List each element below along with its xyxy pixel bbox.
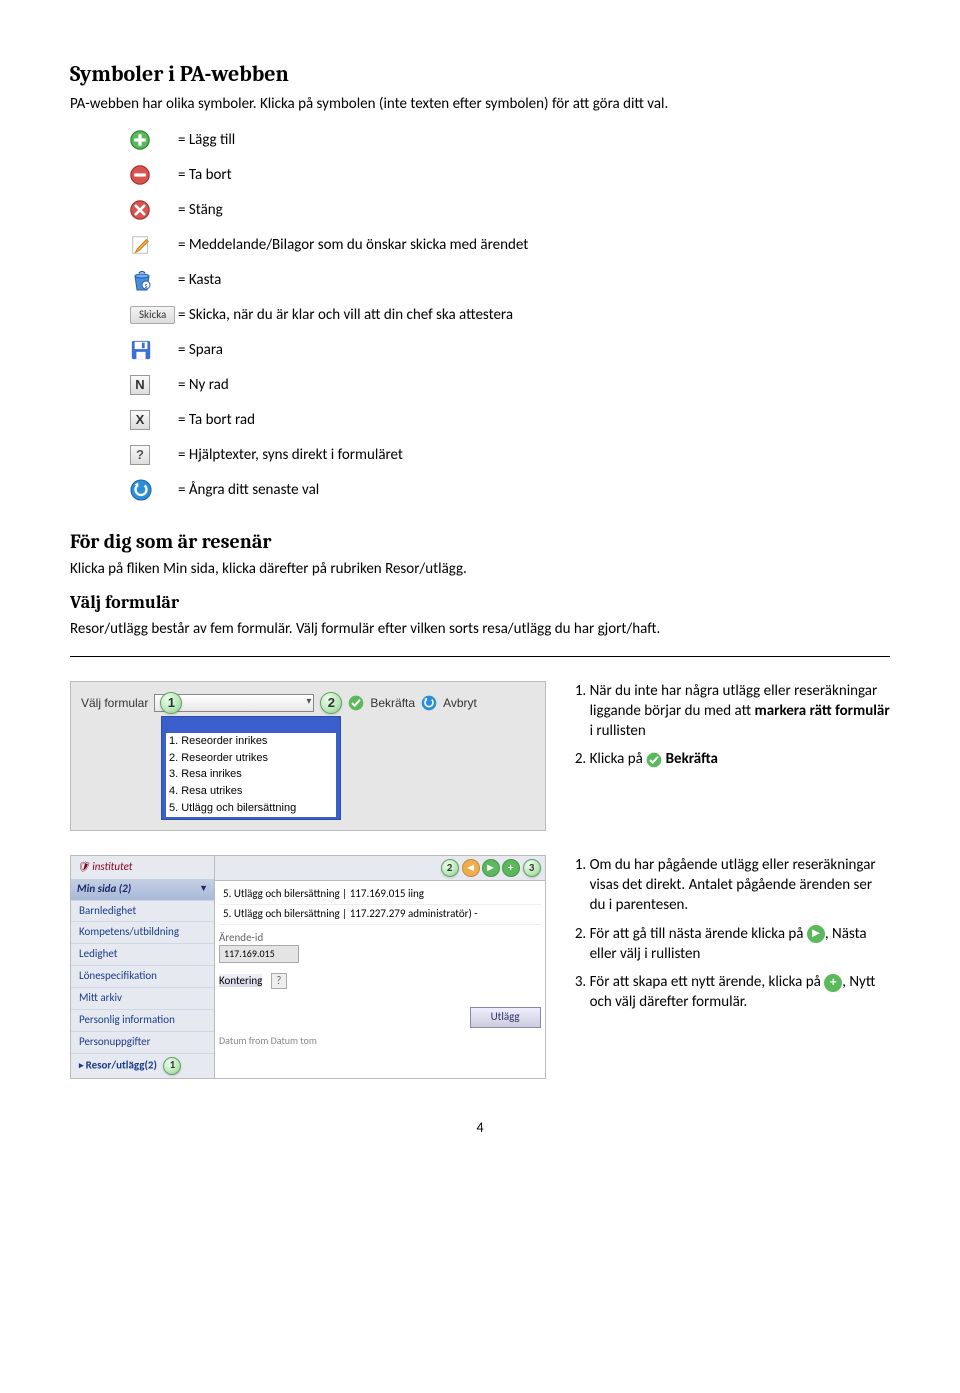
instructions-1: När du inte har några utlägg eller reser… bbox=[568, 681, 890, 770]
newrow-icon: N bbox=[130, 375, 178, 395]
instr-1-1: När du inte har några utlägg eller reser… bbox=[590, 681, 890, 742]
new-button[interactable]: + bbox=[502, 859, 520, 877]
delrow-label: = Ta bort rad bbox=[178, 410, 890, 430]
help-label: = Hjälptexter, syns direkt i formuläret bbox=[178, 445, 890, 465]
page-title: Symboler i PA-webben bbox=[70, 60, 890, 90]
trash-icon: S bbox=[130, 268, 178, 292]
trash-label: = Kasta bbox=[178, 270, 890, 290]
sidebar-item-barnledighet[interactable]: Barnledighet bbox=[71, 900, 214, 922]
arendeid-label: Ärende-id bbox=[219, 931, 289, 946]
next-icon-inline: ► bbox=[807, 925, 825, 943]
kontering-button[interactable]: Kontering bbox=[219, 974, 262, 987]
sidebar-item-kompetens[interactable]: Kompetens/utbildning bbox=[71, 921, 214, 943]
x-glyph: X bbox=[130, 410, 150, 430]
instructions-2: Om du har pågående utlägg eller reseräkn… bbox=[568, 855, 890, 1013]
callout-2: 2 bbox=[320, 692, 342, 714]
sidebar-item-lonespec[interactable]: Lönespecifikation bbox=[71, 965, 214, 987]
menu-item-4[interactable]: 4. Resa utrikes bbox=[166, 783, 336, 800]
instr-2-2: För att gå till nästa ärende klicka på ►… bbox=[590, 924, 890, 965]
undo-icon bbox=[130, 479, 178, 501]
close-label: = Stäng bbox=[178, 200, 890, 220]
check-icon bbox=[348, 695, 364, 711]
send-icon: Skicka bbox=[130, 306, 178, 325]
callout-s2-1: 1 bbox=[163, 1057, 181, 1075]
callout-s2-2: 2 bbox=[441, 859, 459, 877]
menu-item-blank[interactable] bbox=[166, 719, 336, 733]
menu-item-5[interactable]: 5. Utlägg och bilersättning bbox=[166, 800, 336, 817]
valj-formular-title: Välj formulär bbox=[70, 591, 890, 615]
screenshot-min-sida: 🛡 institutet Min sida (2)▼ Barnledighet … bbox=[70, 855, 546, 1079]
note-icon bbox=[130, 234, 178, 256]
datum-label: Datum from Datum tom bbox=[219, 1034, 541, 1048]
plus-icon bbox=[130, 130, 178, 150]
sidebar-item-personlig[interactable]: Personlig information bbox=[71, 1009, 214, 1031]
formular-menu[interactable]: 1. Reseorder inrikes 2. Reseorder utrike… bbox=[161, 716, 341, 820]
prev-button[interactable]: ◄ bbox=[462, 859, 480, 877]
save-icon bbox=[130, 339, 178, 361]
list-row-1[interactable]: 5. Utlägg och bilersättning | 117.169.01… bbox=[219, 885, 541, 905]
instr-1-2: Klicka på Bekräfta bbox=[590, 749, 890, 769]
menu-item-2[interactable]: 2. Reseorder utrikes bbox=[166, 750, 336, 767]
n-glyph: N bbox=[130, 375, 150, 395]
menu-item-3[interactable]: 3. Resa inrikes bbox=[166, 766, 336, 783]
section-resenar-title: För dig som är resenär bbox=[70, 528, 890, 555]
minus-label: = Ta bort bbox=[178, 165, 890, 185]
help-icon: ? bbox=[130, 445, 178, 465]
callout-s2-3: 3 bbox=[523, 859, 541, 877]
intro-text: PA-webben har olika symboler. Klicka på … bbox=[70, 94, 890, 114]
check-icon-inline bbox=[646, 752, 662, 768]
bekrafta-label[interactable]: Bekräfta bbox=[370, 695, 415, 711]
sidebar-item-mittarkiv[interactable]: Mitt arkiv bbox=[71, 987, 214, 1009]
help-button[interactable]: ? bbox=[271, 973, 287, 989]
minus-icon bbox=[130, 165, 178, 185]
q-glyph: ? bbox=[130, 445, 150, 465]
list-row-2[interactable]: 5. Utlägg och bilersättning | 117.227.27… bbox=[219, 905, 541, 925]
logo-text: institutet bbox=[92, 860, 132, 873]
section-resenar-sub: Klicka på fliken Min sida, klicka däreft… bbox=[70, 559, 890, 579]
valj-formular-sub: Resor/utlägg består av fem formulär. Väl… bbox=[70, 619, 890, 639]
skicka-button-preview: Skicka bbox=[130, 306, 175, 325]
instr-2-3: För att skapa ett nytt ärende, klicka på… bbox=[590, 972, 890, 1013]
sidebar-item-ledighet[interactable]: Ledighet bbox=[71, 943, 214, 965]
sidebar-item-resor[interactable]: Resor/utlägg(2) 1 bbox=[71, 1053, 214, 1078]
plus-icon-inline: + bbox=[824, 974, 842, 992]
valj-formular-label: Välj formular bbox=[81, 695, 148, 711]
sidebar-header[interactable]: Min sida (2)▼ bbox=[71, 879, 214, 900]
symbol-legend: = Lägg till = Ta bort = Stäng = Meddelan… bbox=[130, 128, 890, 502]
undo-small-icon bbox=[421, 695, 437, 711]
screenshot-valj-formular: Välj formular 1 2 Bekräfta Avbryt 1. Res… bbox=[70, 681, 546, 831]
svg-text:S: S bbox=[145, 282, 148, 290]
utlagg-button[interactable]: Utlägg bbox=[470, 1007, 541, 1028]
callout-1: 1 bbox=[160, 692, 182, 714]
avbryt-label[interactable]: Avbryt bbox=[443, 695, 477, 711]
send-label: = Skicka, när du är klar och vill att di… bbox=[178, 305, 890, 325]
next-button[interactable]: ► bbox=[482, 859, 500, 877]
newrow-label: = Ny rad bbox=[178, 375, 890, 395]
instr-2-1: Om du har pågående utlägg eller reseräkn… bbox=[590, 855, 890, 916]
divider bbox=[70, 656, 890, 657]
plus-label: = Lägg till bbox=[178, 130, 890, 150]
sidebar-item-personuppg[interactable]: Personuppgifter bbox=[71, 1031, 214, 1053]
save-label: = Spara bbox=[178, 340, 890, 360]
menu-item-1[interactable]: 1. Reseorder inrikes bbox=[166, 733, 336, 750]
page-number: 4 bbox=[70, 1119, 890, 1138]
delrow-icon: X bbox=[130, 410, 178, 430]
main-panel: 2 ◄ ► + 3 5. Utlägg och bilersättning | … bbox=[215, 855, 546, 1079]
arendeid-value: 117.169.015 bbox=[219, 945, 299, 963]
close-icon bbox=[130, 200, 178, 220]
note-label: = Meddelande/Bilagor som du önskar skick… bbox=[178, 235, 890, 255]
sidebar: 🛡 institutet Min sida (2)▼ Barnledighet … bbox=[70, 855, 215, 1079]
undo-label: = Ångra ditt senaste val bbox=[178, 480, 890, 500]
